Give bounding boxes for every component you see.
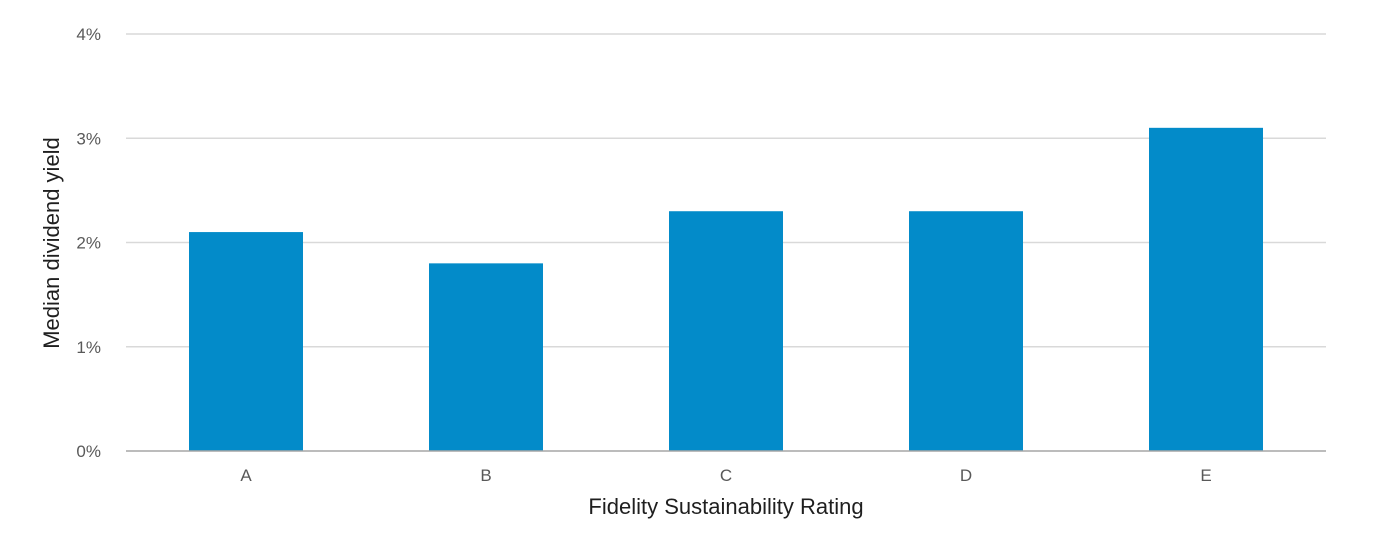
x-tick-label: C	[720, 466, 732, 485]
bar-e	[1149, 127, 1263, 451]
x-tick-label: E	[1200, 466, 1211, 485]
x-tick-label: B	[480, 466, 491, 485]
bar-b	[429, 263, 543, 451]
y-tick-label: 1%	[76, 338, 101, 357]
x-tick-label: D	[960, 466, 972, 485]
bar-c	[669, 211, 783, 451]
y-tick-label: 0%	[76, 442, 101, 461]
bar-a	[189, 232, 303, 451]
y-tick-label: 2%	[76, 234, 101, 253]
axes: 0% 1% 2% 3% 4% A B C D E	[76, 25, 1326, 485]
y-tick-label: 3%	[76, 129, 101, 148]
y-axis-title: Median dividend yield	[39, 137, 64, 349]
x-axis-title: Fidelity Sustainability Rating	[588, 494, 863, 519]
x-tick-label: A	[240, 466, 252, 485]
bar-d	[909, 211, 1023, 451]
y-tick-label: 4%	[76, 25, 101, 44]
bars	[189, 127, 1263, 451]
